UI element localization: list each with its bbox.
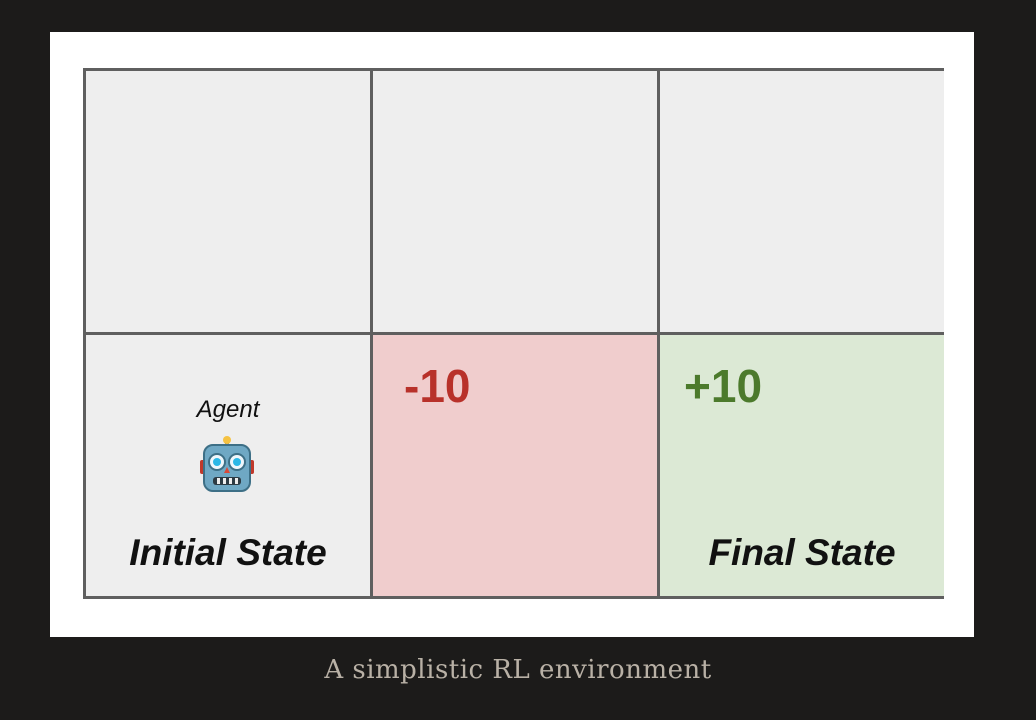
robot-icon [200,436,254,492]
agent-label: Agent [196,396,260,423]
final-state-label: Final State [708,532,896,573]
grid-cell-top-left [86,71,370,332]
negative-reward-label: -10 [404,360,471,412]
environment-grid: Agent [83,68,944,599]
positive-reward-label: +10 [684,360,763,412]
grid-cell-top-right [660,71,944,332]
penalty-cell: -10 [373,335,657,596]
grid-cell-top-middle [373,71,657,332]
initial-state-label: Initial State [129,532,327,573]
figure-caption: A simplistic RL environment [324,655,712,685]
final-state-cell: +10 Final State [660,335,944,596]
initial-state-cell: Agent [86,335,370,596]
figure-panel: Agent [50,32,974,637]
